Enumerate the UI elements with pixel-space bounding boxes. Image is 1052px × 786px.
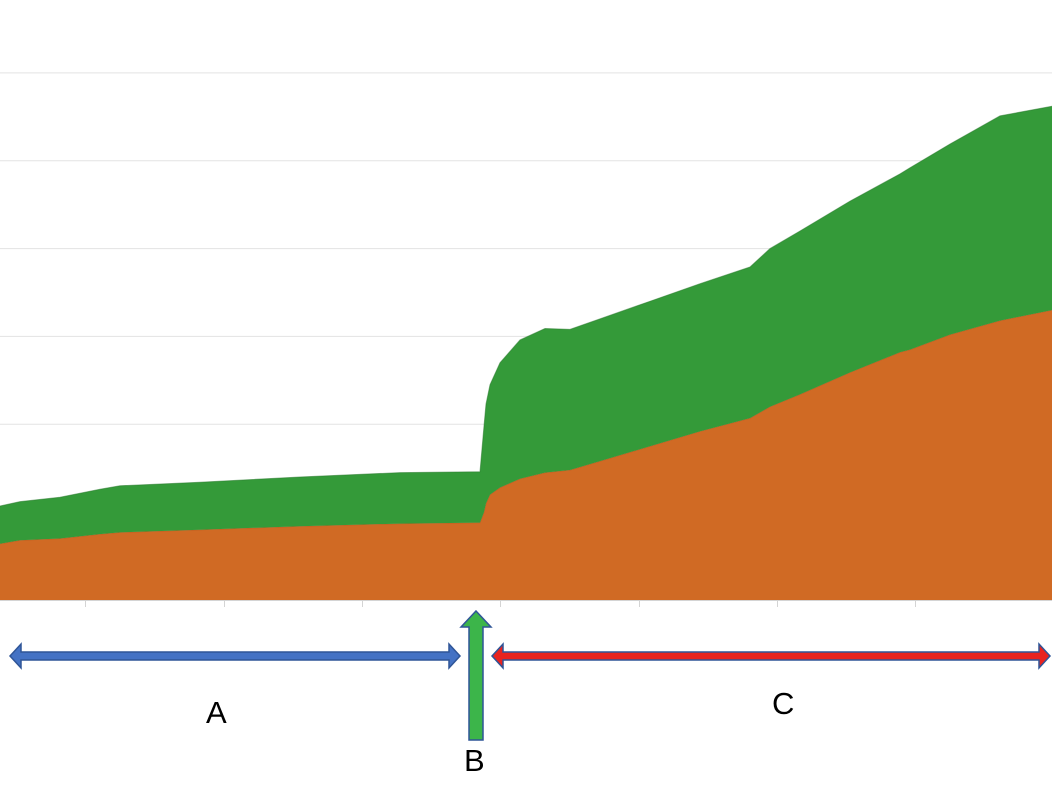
series-edge-2 — [0, 105, 1052, 507]
phase-arrows — [8, 609, 1052, 741]
phase-a-arrow — [8, 642, 462, 670]
series-area-2 — [0, 106, 1052, 544]
phase-c-arrow — [490, 642, 1052, 670]
phase-a-label: A — [206, 695, 227, 730]
phase-c-label: C — [772, 686, 795, 721]
phase-b-arrow — [459, 609, 493, 741]
x-axis — [0, 600, 1052, 607]
stacked-areas — [0, 105, 1052, 600]
phase-b-label: B — [464, 743, 485, 778]
